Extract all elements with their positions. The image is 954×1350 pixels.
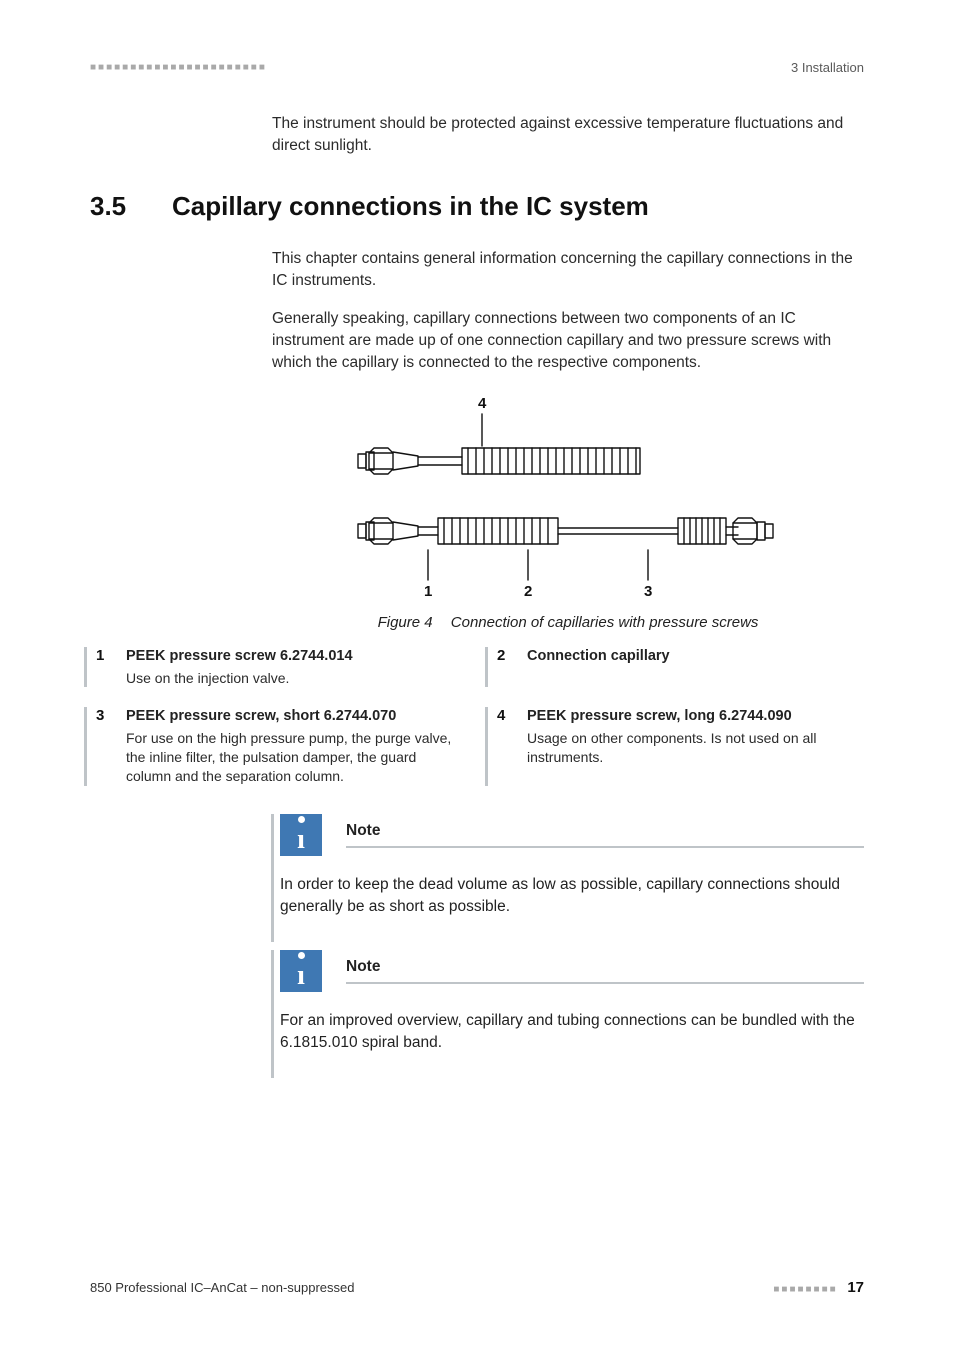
note-block-1: ı Note In order to keep the dead volume …	[272, 814, 864, 942]
legend-stripe	[84, 707, 87, 785]
legend-number: 4	[491, 707, 527, 785]
legend-item-3: 3 PEEK pressure screw, short 6.2744.070 …	[90, 707, 463, 785]
note-bar	[271, 950, 274, 1078]
legend-number: 1	[90, 647, 126, 687]
note-bar	[271, 814, 274, 942]
section-heading: 3.5 Capillary connections in the IC syst…	[90, 191, 864, 222]
body-block: This chapter contains general informatio…	[272, 248, 864, 631]
legend-stripe	[485, 647, 488, 687]
footer-doc-title: 850 Professional IC–AnCat – non-suppress…	[90, 1280, 355, 1295]
note-text: In order to keep the dead volume as low …	[280, 874, 864, 942]
figure-caption-text: Connection of capillaries with pressure …	[451, 614, 759, 631]
header-ornament: ■■■■■■■■■■■■■■■■■■■■■■	[90, 62, 267, 73]
paragraph-1: This chapter contains general informatio…	[272, 248, 864, 292]
page-number: 17	[847, 1279, 864, 1296]
legend-item-2: 2 Connection capillary	[491, 647, 864, 687]
note-header: ı Note	[272, 950, 864, 992]
intro-paragraph: The instrument should be protected again…	[272, 113, 864, 157]
legend-title: PEEK pressure screw, long 6.2744.090	[527, 707, 858, 727]
legend-stripe	[84, 647, 87, 687]
legend-stripe	[485, 707, 488, 785]
legend-text: For use on the high pressure pump, the p…	[126, 729, 457, 786]
legend-title: Connection capillary	[527, 647, 858, 667]
note-header: ı Note	[272, 814, 864, 856]
figure-label-4: 4	[478, 395, 487, 412]
figure-caption-number: Figure 4	[378, 614, 433, 631]
intro-block: The instrument should be protected again…	[272, 113, 864, 157]
figure-label-3: 3	[644, 583, 652, 600]
legend-item-4: 4 PEEK pressure screw, long 6.2744.090 U…	[491, 707, 864, 785]
legend-text: Usage on other components. Is not used o…	[527, 729, 858, 767]
header-chapter: 3 Installation	[791, 60, 864, 75]
legend-item-1: 1 PEEK pressure screw 6.2744.014 Use on …	[90, 647, 463, 687]
note-block-2: ı Note For an improved overview, capilla…	[272, 950, 864, 1078]
paragraph-2: Generally speaking, capillary connection…	[272, 308, 864, 374]
footer-ornament: ■■■■■■■■	[773, 1284, 837, 1295]
note-title: Note	[346, 822, 380, 839]
legend-number: 2	[491, 647, 527, 687]
legend-title: PEEK pressure screw, short 6.2744.070	[126, 707, 457, 727]
figure-label-1: 1	[424, 583, 432, 600]
section-title: Capillary connections in the IC system	[172, 191, 649, 222]
section-number: 3.5	[90, 191, 172, 222]
legend-text: Use on the injection valve.	[126, 669, 457, 688]
figure-legend: 1 PEEK pressure screw 6.2744.014 Use on …	[90, 647, 864, 786]
page-header: ■■■■■■■■■■■■■■■■■■■■■■ 3 Installation	[90, 60, 864, 75]
figure-svg: 4	[338, 390, 798, 610]
note-text: For an improved overview, capillary and …	[280, 1010, 864, 1078]
figure-label-2: 2	[524, 583, 532, 600]
page-footer: 850 Professional IC–AnCat – non-suppress…	[90, 1279, 864, 1296]
info-icon: ı	[280, 950, 322, 992]
figure-caption: Figure 4 Connection of capillaries with …	[378, 614, 759, 631]
note-title: Note	[346, 958, 380, 975]
legend-number: 3	[90, 707, 126, 785]
info-icon: ı	[280, 814, 322, 856]
figure-4: 4	[272, 390, 864, 631]
page: ■■■■■■■■■■■■■■■■■■■■■■ 3 Installation Th…	[0, 0, 954, 1350]
footer-right: ■■■■■■■■ 17	[773, 1279, 864, 1296]
legend-title: PEEK pressure screw 6.2744.014	[126, 647, 457, 667]
